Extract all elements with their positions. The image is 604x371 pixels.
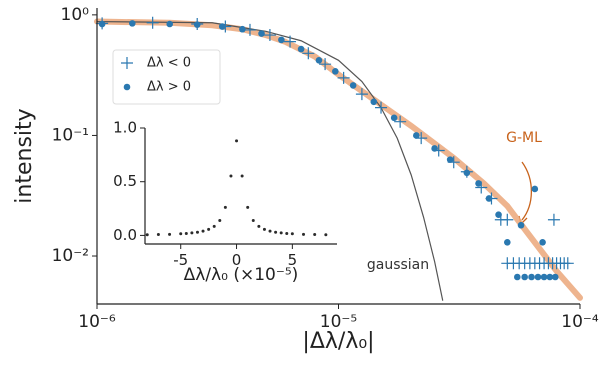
dot-marker	[268, 229, 272, 233]
dot-marker	[168, 232, 172, 236]
dot-marker	[504, 238, 511, 246]
dot-marker	[184, 231, 188, 235]
line-label: G-ML	[506, 130, 542, 146]
plus-marker	[319, 58, 332, 71]
dot-marker	[278, 36, 285, 44]
dot-marker	[285, 231, 289, 235]
plus-marker	[547, 213, 560, 226]
x-tick-label: 0	[232, 251, 242, 269]
dot-marker	[207, 227, 211, 231]
y-tick-label: 1.0	[113, 119, 137, 137]
dot-marker	[229, 174, 233, 178]
y-tick-label: 10⁻¹	[52, 125, 89, 145]
line-label: gaussian	[367, 257, 429, 273]
x-axis-label: |Δλ/λ₀|	[302, 329, 374, 354]
dot-marker	[531, 185, 539, 193]
dot-marker	[212, 224, 216, 228]
dot-marker	[195, 230, 199, 234]
legend-label: Δλ < 0	[147, 56, 191, 71]
dot-marker	[324, 233, 328, 237]
dot-marker	[258, 30, 265, 37]
legend: Δλ < 0 Δλ > 0	[112, 49, 221, 105]
plus-marker	[263, 29, 276, 42]
dot-marker	[475, 180, 482, 187]
plus-marker	[375, 101, 388, 114]
dot-marker	[313, 233, 317, 237]
plus-marker	[394, 115, 407, 128]
dot-marker	[413, 132, 420, 139]
dot-marker	[257, 224, 261, 228]
dot-marker	[370, 98, 378, 106]
dot-marker	[240, 174, 244, 178]
plus-marker	[243, 23, 256, 36]
dot-marker	[128, 20, 136, 27]
y-tick-label: 10⁻²	[52, 246, 89, 266]
dot-marker	[540, 273, 548, 281]
dot-marker	[179, 232, 183, 236]
dot-marker	[517, 221, 525, 229]
plus-marker	[561, 257, 574, 270]
dot-marker	[297, 45, 305, 53]
dot-marker	[528, 273, 535, 281]
y-tick-label: 0.5	[113, 172, 137, 190]
y-tick-label: 0.0	[113, 226, 137, 244]
dot-marker	[279, 231, 283, 235]
dot-marker	[145, 233, 149, 237]
dot-marker	[390, 114, 398, 122]
x-tick-label: 10⁻⁶	[78, 312, 116, 332]
x-tick-label: 10⁻⁴	[561, 312, 599, 332]
dot-marker	[534, 273, 542, 281]
plus-marker	[337, 71, 350, 84]
dot-marker	[495, 211, 502, 219]
legend-label: Δλ > 0	[147, 80, 191, 95]
dot-marker	[190, 231, 194, 235]
dot-marker	[166, 20, 173, 28]
dot-marker	[223, 205, 227, 209]
dot-marker	[239, 25, 246, 33]
dot-marker	[274, 230, 278, 234]
plus-marker	[355, 88, 368, 101]
y-tick-label: 10⁰	[61, 5, 90, 25]
dot-marker	[521, 273, 528, 281]
legend-marker	[121, 57, 133, 69]
plus-marker	[284, 35, 297, 48]
dot-marker	[218, 218, 222, 222]
dot-marker	[262, 227, 266, 231]
dot-marker	[156, 233, 160, 237]
legend-box	[112, 49, 221, 105]
dot-marker	[332, 68, 339, 75]
y-axis-label: intensity	[12, 108, 37, 203]
dot-marker	[201, 229, 205, 233]
dot-marker	[251, 218, 255, 222]
dot-marker	[551, 273, 559, 281]
dot-marker	[246, 205, 250, 209]
legend-marker	[123, 83, 131, 91]
x-tick-label: 5	[288, 251, 298, 269]
plus-marker	[302, 47, 315, 60]
dot-marker	[235, 139, 239, 143]
dot-marker	[546, 273, 554, 281]
dot-marker	[193, 21, 201, 28]
annotation-arrow	[521, 161, 532, 221]
dot-marker	[513, 273, 521, 281]
dot-marker	[98, 20, 106, 28]
line	[96, 20, 444, 301]
x-tick-label: 10⁻⁵	[320, 312, 357, 332]
plus-marker	[146, 16, 159, 29]
dot-marker	[539, 238, 546, 246]
plus-marker	[501, 213, 514, 226]
x-axis-label: Δλ/λ₀ (×10⁻⁵)	[184, 265, 299, 285]
dot-marker	[349, 82, 357, 89]
dot-marker	[218, 23, 226, 30]
dot-marker	[463, 169, 471, 177]
dot-marker	[431, 145, 438, 152]
dot-marker	[446, 156, 454, 163]
x-tick-label: -5	[173, 251, 188, 269]
dot-marker	[315, 56, 323, 64]
dot-marker	[302, 232, 306, 236]
dot-marker	[485, 195, 493, 202]
line	[94, 18, 583, 301]
dot-marker	[290, 232, 294, 236]
